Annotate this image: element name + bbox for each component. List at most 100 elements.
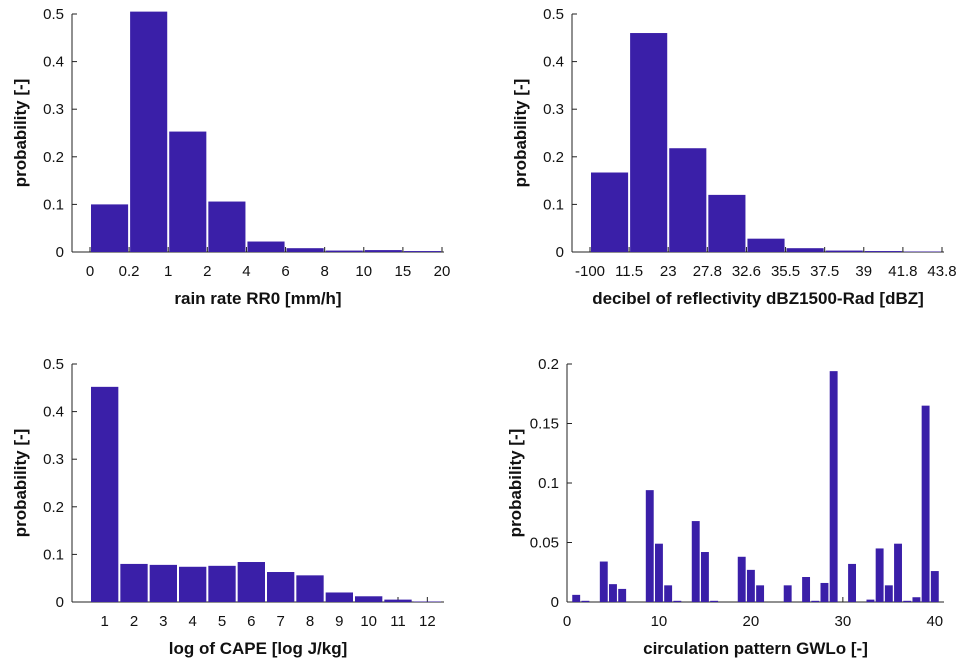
x-tick-label: 39 [855, 263, 872, 280]
x-tick-label: 4 [188, 613, 196, 630]
bar-6 [286, 248, 324, 252]
bar-26 [802, 577, 811, 602]
bar-1 [591, 172, 629, 252]
y-tick-label: 0.5 [43, 356, 64, 373]
x-tick-label: 0.2 [119, 263, 140, 280]
bar-20 [746, 569, 755, 602]
x-tick-label: 23 [660, 263, 677, 280]
y-tick-label: 0.4 [543, 54, 564, 71]
bar-16 [710, 600, 719, 602]
bar-31 [848, 563, 857, 602]
x-tick-label: 8 [306, 613, 314, 630]
y-tick-label: 0.2 [43, 499, 64, 516]
x-tick-label: 1 [100, 613, 108, 630]
x-tick-label: 2 [130, 613, 138, 630]
y-tick-label: 0.3 [43, 101, 64, 118]
bar-5 [208, 565, 236, 602]
bar-12 [673, 600, 682, 602]
x-tick-label: 0 [86, 263, 94, 280]
bar-19 [737, 556, 746, 602]
x-tick-label: 43.8 [927, 263, 956, 280]
bar-35 [884, 585, 893, 602]
x-tick-label: 30 [835, 613, 852, 630]
bar-4 [179, 566, 207, 602]
bar-39 [921, 405, 930, 602]
x-tick-label: 20 [743, 613, 760, 630]
bar-1 [91, 386, 119, 602]
bar-11 [384, 599, 412, 602]
bar-8 [296, 575, 324, 602]
x-tick-label: 9 [335, 613, 343, 630]
bar-6 [786, 248, 824, 252]
x-tick-label: 37.5 [810, 263, 839, 280]
y-tick-label: 0.4 [43, 54, 64, 71]
y-tick-label: 0.5 [43, 6, 64, 23]
x-tick-label: 10 [355, 263, 372, 280]
bar-5 [247, 241, 285, 252]
y-tick-label: 0.2 [538, 356, 559, 373]
x-tick-label: 40 [926, 613, 943, 630]
bar-9 [325, 592, 353, 602]
x-tick-label: 6 [247, 613, 255, 630]
y-tick-label: 0.05 [530, 535, 559, 552]
bar-2 [581, 600, 590, 602]
bar-5 [747, 238, 785, 252]
x-tick-label: 41.8 [888, 263, 917, 280]
bar-3 [669, 148, 707, 252]
bar-38 [912, 597, 921, 602]
x-tick-label: 1 [164, 263, 172, 280]
bar-9 [645, 490, 654, 602]
x-tick-label: 10 [651, 613, 668, 630]
bar-6 [618, 588, 627, 602]
bar-7 [325, 250, 363, 252]
y-axis-label: probability [-] [11, 79, 30, 188]
bar-1 [572, 594, 581, 602]
bar-3 [169, 131, 207, 252]
bar-8 [364, 250, 402, 252]
x-tick-label: 32.6 [732, 263, 761, 280]
y-tick-label: 0.1 [538, 475, 559, 492]
y-tick-label: 0 [56, 244, 64, 261]
bar-15 [700, 552, 709, 602]
bar-2 [120, 563, 148, 602]
bar-37 [903, 600, 912, 602]
x-axis-label: decibel of reflectivity dBZ1500-Rad [dBZ… [592, 289, 924, 308]
x-axis-label: circulation pattern GWLo [-] [643, 639, 868, 658]
y-tick-label: 0 [556, 244, 564, 261]
bar-36 [894, 543, 902, 602]
x-tick-label: 7 [276, 613, 284, 630]
bar-6 [237, 562, 265, 602]
chart-2: 0 0.1 0.2 0.3 0.4 0.5 probability [-] decibel o… [511, 6, 957, 308]
bar-11 [664, 585, 673, 602]
y-tick-label: 0 [56, 594, 64, 611]
x-tick-label: 8 [320, 263, 328, 280]
bar-5 [609, 584, 617, 602]
y-tick-label: 0.4 [43, 404, 64, 421]
bar-8 [864, 251, 902, 252]
x-tick-label: 11.5 [615, 263, 643, 280]
chart-3: 0 0.1 0.2 0.3 0.4 0.5 probability [-] log of CA… [11, 356, 444, 658]
y-tick-label: 0 [551, 594, 559, 611]
y-tick-label: 0.1 [43, 546, 64, 563]
bar-29 [829, 371, 838, 602]
y-axis-label: probability [-] [511, 79, 530, 188]
x-tick-label: 2 [203, 263, 211, 280]
x-tick-label: 11 [390, 613, 406, 630]
x-tick-label: -100 [575, 263, 605, 280]
bar-4 [708, 194, 746, 252]
bar-7 [267, 572, 295, 602]
bar-14 [691, 521, 700, 602]
bar-10 [654, 543, 663, 602]
y-tick-label: 0.2 [43, 149, 64, 166]
chart-4: 0 0.05 0.1 0.15 0.2 probability [-] circulatio… [506, 356, 944, 658]
x-tick-label: 12 [419, 613, 436, 630]
x-tick-label: 4 [242, 263, 250, 280]
x-tick-label: 6 [281, 263, 289, 280]
bar-1 [91, 204, 129, 252]
bar-7 [825, 250, 863, 252]
bar-2 [130, 11, 168, 253]
y-axis-label: probability [-] [11, 429, 30, 538]
bar-27 [811, 600, 820, 602]
x-tick-label: 3 [159, 613, 167, 630]
x-tick-label: 15 [395, 263, 412, 280]
